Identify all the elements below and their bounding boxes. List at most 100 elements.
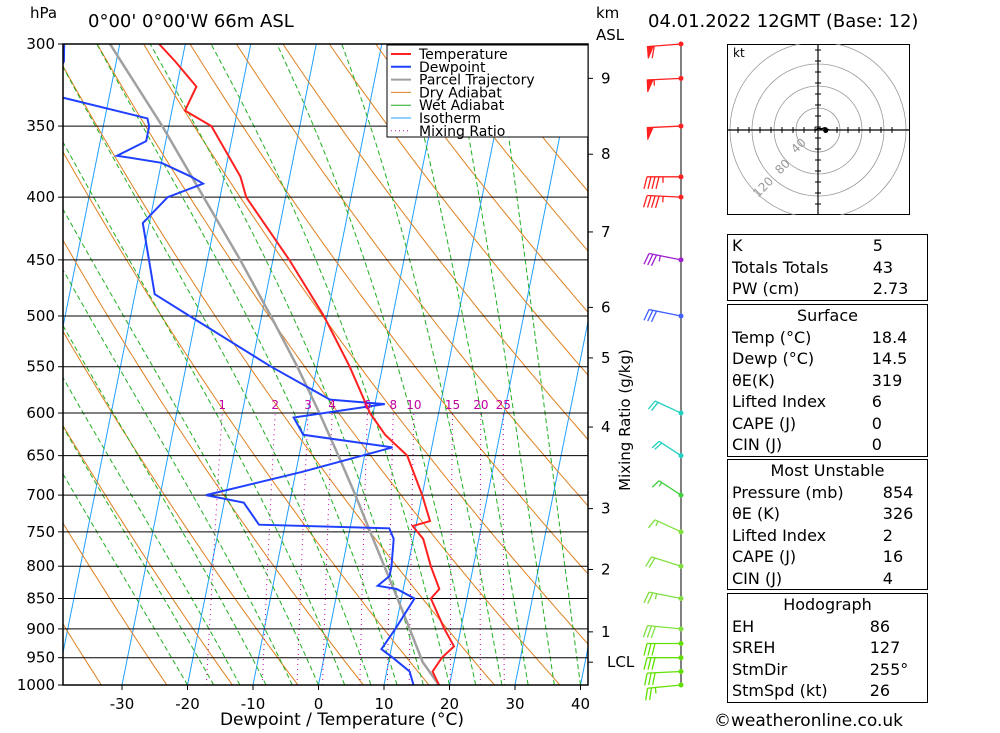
wind-barb-flag	[646, 126, 654, 140]
wind-barb-half	[654, 687, 657, 694]
most-unstable-table: Most Unstable Pressure (mb) 854 θE (K) 326…	[727, 459, 928, 590]
height-ref-label: ASL	[596, 26, 625, 44]
pressure-tick-label: 950	[26, 649, 55, 667]
wind-barb-full	[647, 519, 656, 529]
wind-barb-staff	[654, 400, 682, 414]
mixing-ratio-line	[449, 412, 454, 685]
mixing-ratio-label: 15	[445, 398, 460, 412]
mixing-ratio-line	[261, 412, 276, 685]
mixing-ratio-label: 6	[364, 398, 372, 412]
wind-barb-full	[644, 673, 648, 686]
wind-barb-full	[642, 195, 648, 208]
x-axis-title: Dewpoint / Temperature (°C)	[220, 710, 464, 730]
wind-barb-full	[643, 657, 648, 670]
pressure-tick-label: 700	[26, 486, 55, 504]
surface-row: CAPE (J) 0	[732, 413, 882, 433]
isotherm-line	[252, 44, 383, 685]
dry-adiabat-line	[96, 44, 561, 685]
wind-barb	[651, 480, 684, 498]
mixing-ratio-label: 20	[473, 398, 488, 412]
height-tick-label: 8	[601, 145, 611, 163]
height-tick-label: 1	[601, 623, 611, 641]
isotherm-line	[449, 44, 579, 685]
parcel-trajectory-line	[108, 44, 441, 685]
height-tick-label: 5	[601, 349, 611, 367]
wind-barb-staff	[647, 684, 682, 689]
surface-table: Surface Temp (°C) 18.4 Dewp (°C) 14.5 θE(K…	[727, 304, 928, 457]
temperature-tick-label: -20	[175, 695, 200, 713]
wind-barb	[643, 591, 684, 604]
wet-adiabat-line	[399, 44, 529, 685]
mixing-ratio-label: 8	[389, 398, 397, 412]
temperature-tick-label: 10	[374, 695, 393, 713]
wind-barb-full	[647, 657, 652, 670]
surface-row: Dewp (°C) 14.5	[732, 349, 908, 369]
dry-adiabat-line	[654, 44, 725, 685]
mixing-ratio-label: 25	[496, 398, 511, 412]
wind-barb-staff	[658, 440, 682, 457]
isotherm-line	[383, 44, 514, 685]
wind-barb	[645, 682, 684, 701]
wind-barb	[643, 308, 684, 323]
pressure-tick-label: 900	[26, 620, 55, 638]
wind-barb-half	[658, 482, 663, 487]
wet-adiabat-line	[495, 44, 581, 685]
legend-label: Parcel Trajectory	[419, 73, 535, 89]
most-unstable-row: Pressure (mb) 854	[732, 482, 914, 502]
storm-motion-marker	[823, 128, 829, 134]
wind-barb-full	[648, 557, 656, 568]
wind-barb-staff	[647, 670, 682, 674]
wind-barb	[642, 194, 684, 209]
wind-barb-full	[655, 176, 660, 189]
wind-barb-full	[647, 253, 654, 266]
height-tick-label: 7	[601, 223, 611, 241]
mixing-ratio-label: 1	[218, 398, 226, 412]
surface-row: CIN (J) 0	[732, 435, 882, 455]
dry-adiabat-line	[282, 44, 588, 441]
wind-barb-full	[651, 45, 655, 59]
index-row: PW (cm) 2.73	[732, 279, 909, 299]
isotherm-line	[580, 645, 588, 685]
most-unstable-row: CAPE (J) 16	[732, 547, 904, 567]
wind-barb	[646, 123, 684, 140]
wind-barb-full	[645, 556, 653, 567]
index-row: Totals Totals 43	[732, 257, 894, 277]
wind-barb-flag	[646, 79, 654, 93]
surface-title: Surface	[797, 306, 858, 326]
wind-barb-full	[652, 672, 656, 685]
isotherm-line	[121, 44, 252, 685]
wet-adiabat-line	[149, 44, 424, 685]
pressure-tick-label: 300	[26, 35, 55, 53]
wind-barb-staff	[648, 591, 682, 600]
wet-adiabat-line	[450, 44, 555, 685]
wind-barb	[643, 174, 684, 189]
mixing-ratio-line	[359, 412, 368, 685]
wind-barb-full	[651, 480, 660, 488]
wind-barb	[646, 41, 684, 59]
wind-barb	[643, 655, 684, 670]
wind-barb-full	[643, 591, 650, 604]
isotherm-line	[318, 44, 448, 685]
height-tick-label: 9	[601, 69, 611, 87]
most-unstable-row: θE (K) 326	[732, 504, 914, 524]
wind-barb-full	[647, 400, 656, 410]
mixing-ratio-line	[296, 412, 309, 685]
temperature-tick-label: -30	[110, 695, 135, 713]
temperature-line	[158, 44, 456, 685]
wind-barb-staff	[651, 556, 682, 567]
legend-label: Dry Adiabat	[419, 85, 502, 101]
legend-label: Isotherm	[419, 111, 481, 127]
height-unit-label: km	[596, 4, 620, 22]
hodograph-unit-label: kt	[733, 46, 745, 60]
wind-barb-staff	[654, 519, 682, 533]
copyright-link[interactable]: ©weatheronline.co.uk	[714, 711, 904, 731]
plot-frame	[62, 43, 589, 686]
wind-barb-flag	[646, 45, 655, 59]
wind-barb-full	[650, 626, 657, 639]
legend-label: Mixing Ratio	[419, 124, 505, 140]
wind-barb-full	[651, 657, 656, 670]
legend-label: Wet Adiabat	[419, 98, 505, 114]
wet-adiabat-line	[63, 324, 267, 685]
